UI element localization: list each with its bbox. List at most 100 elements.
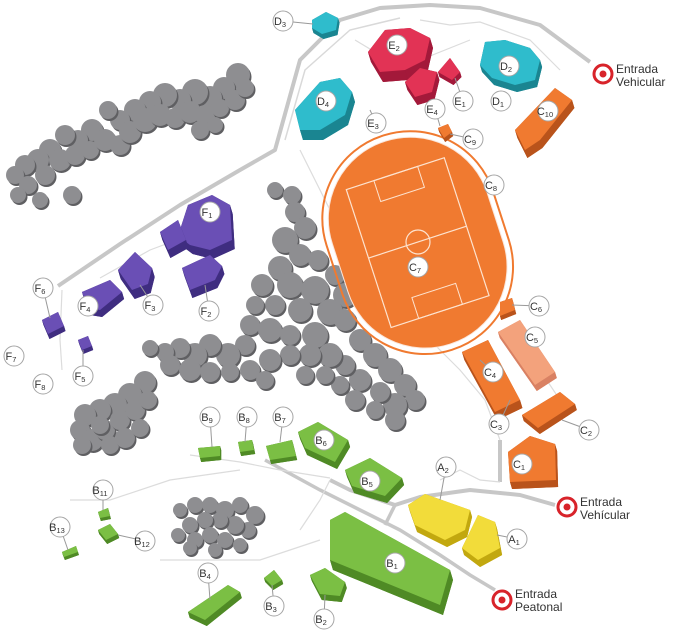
tree-crown [91,416,109,434]
label-d2: D2 [498,55,520,77]
label-b8: B8 [236,406,258,428]
tree-crown [63,186,81,204]
tree [302,322,330,350]
building-roof [198,446,220,458]
label-text-b4: B4 [199,568,211,581]
building-wall [512,298,517,314]
label-circle [483,174,505,196]
tree [202,527,220,545]
tree [139,391,159,411]
tree-crown [349,369,371,391]
building-roof [500,298,515,316]
label-text-c6: C6 [530,301,542,314]
tree [294,217,318,241]
building-roof [405,68,437,97]
building-roof [42,312,64,334]
label-letter: C [580,425,588,437]
tree-crown [10,187,26,203]
tree [280,345,302,367]
label-number: 7 [282,416,286,425]
building-roof [78,336,92,350]
label-number: 9 [472,138,476,147]
label-text-e4: E4 [426,104,438,117]
label-text-f2: F2 [201,306,212,319]
label-text-c10: C10 [537,106,553,119]
label-letter: C [485,180,493,192]
tree-crown [302,322,328,348]
tree-clusters [6,63,427,559]
tree [316,366,336,386]
label-number: 3 [282,20,286,29]
tree [142,340,160,358]
tree-crown [142,340,158,356]
label-text-c3: C3 [490,419,502,432]
main-road-north [56,3,592,288]
label-number: 10 [545,110,553,119]
label-b11: B11 [92,479,114,501]
tree-crown [200,362,220,382]
tree-crown [207,117,223,133]
tree-crown [131,419,149,437]
tree [267,182,285,200]
tree [301,276,331,306]
label-letter: B [201,412,208,424]
building-wall [440,570,453,615]
tree [200,362,222,384]
tree [258,318,284,344]
building-roof [264,570,282,586]
label-text-f3: F3 [145,300,156,313]
tree-crown [316,366,334,384]
field-midline [368,225,467,259]
field-center-circle [405,229,431,255]
tree-crown [134,371,156,393]
building-wall [405,82,418,105]
label-number: 8 [493,184,497,193]
tree-crown [331,376,349,394]
label-letter: F [80,301,87,313]
building-wall [462,548,481,567]
label-number: 4 [434,108,438,117]
building-wall [230,205,235,249]
label-circle [263,595,285,617]
tree-crown [265,295,285,315]
entrance-icon-dot [498,596,506,604]
building-wall [352,486,388,503]
entrance-line-1: Entrada [515,587,557,601]
label-text-e2: E2 [388,40,400,53]
label-text-d4: D4 [317,96,329,109]
building-wall [438,72,454,85]
label-c9: C9 [462,128,484,150]
label-d3: D3 [272,10,294,32]
tree [187,497,205,515]
tree [308,250,330,272]
tree-crown [125,400,145,420]
label-b7: B7 [272,406,294,428]
label-circle [199,201,221,223]
tree [131,419,151,439]
building-roof [188,585,240,620]
building-wall [535,60,543,87]
label-letter: B [361,476,368,488]
label-text-b1: B1 [386,558,398,571]
label-text-c2: C2 [580,425,592,438]
building-b12 [98,524,120,544]
tree [55,125,77,147]
tree [366,401,386,421]
tree [32,192,50,210]
building-b7 [266,440,298,464]
entrance-icon-dot [563,503,571,511]
building-wall [190,280,218,298]
tree [259,349,283,373]
label-text-c8: C8 [485,180,497,193]
tree-crown [221,363,239,381]
label-number: 1 [394,562,398,571]
tree-crown [202,527,218,543]
tree [197,512,215,530]
tree-crown [267,182,283,198]
building-wall [515,130,528,158]
label-b6: B6 [313,429,335,451]
